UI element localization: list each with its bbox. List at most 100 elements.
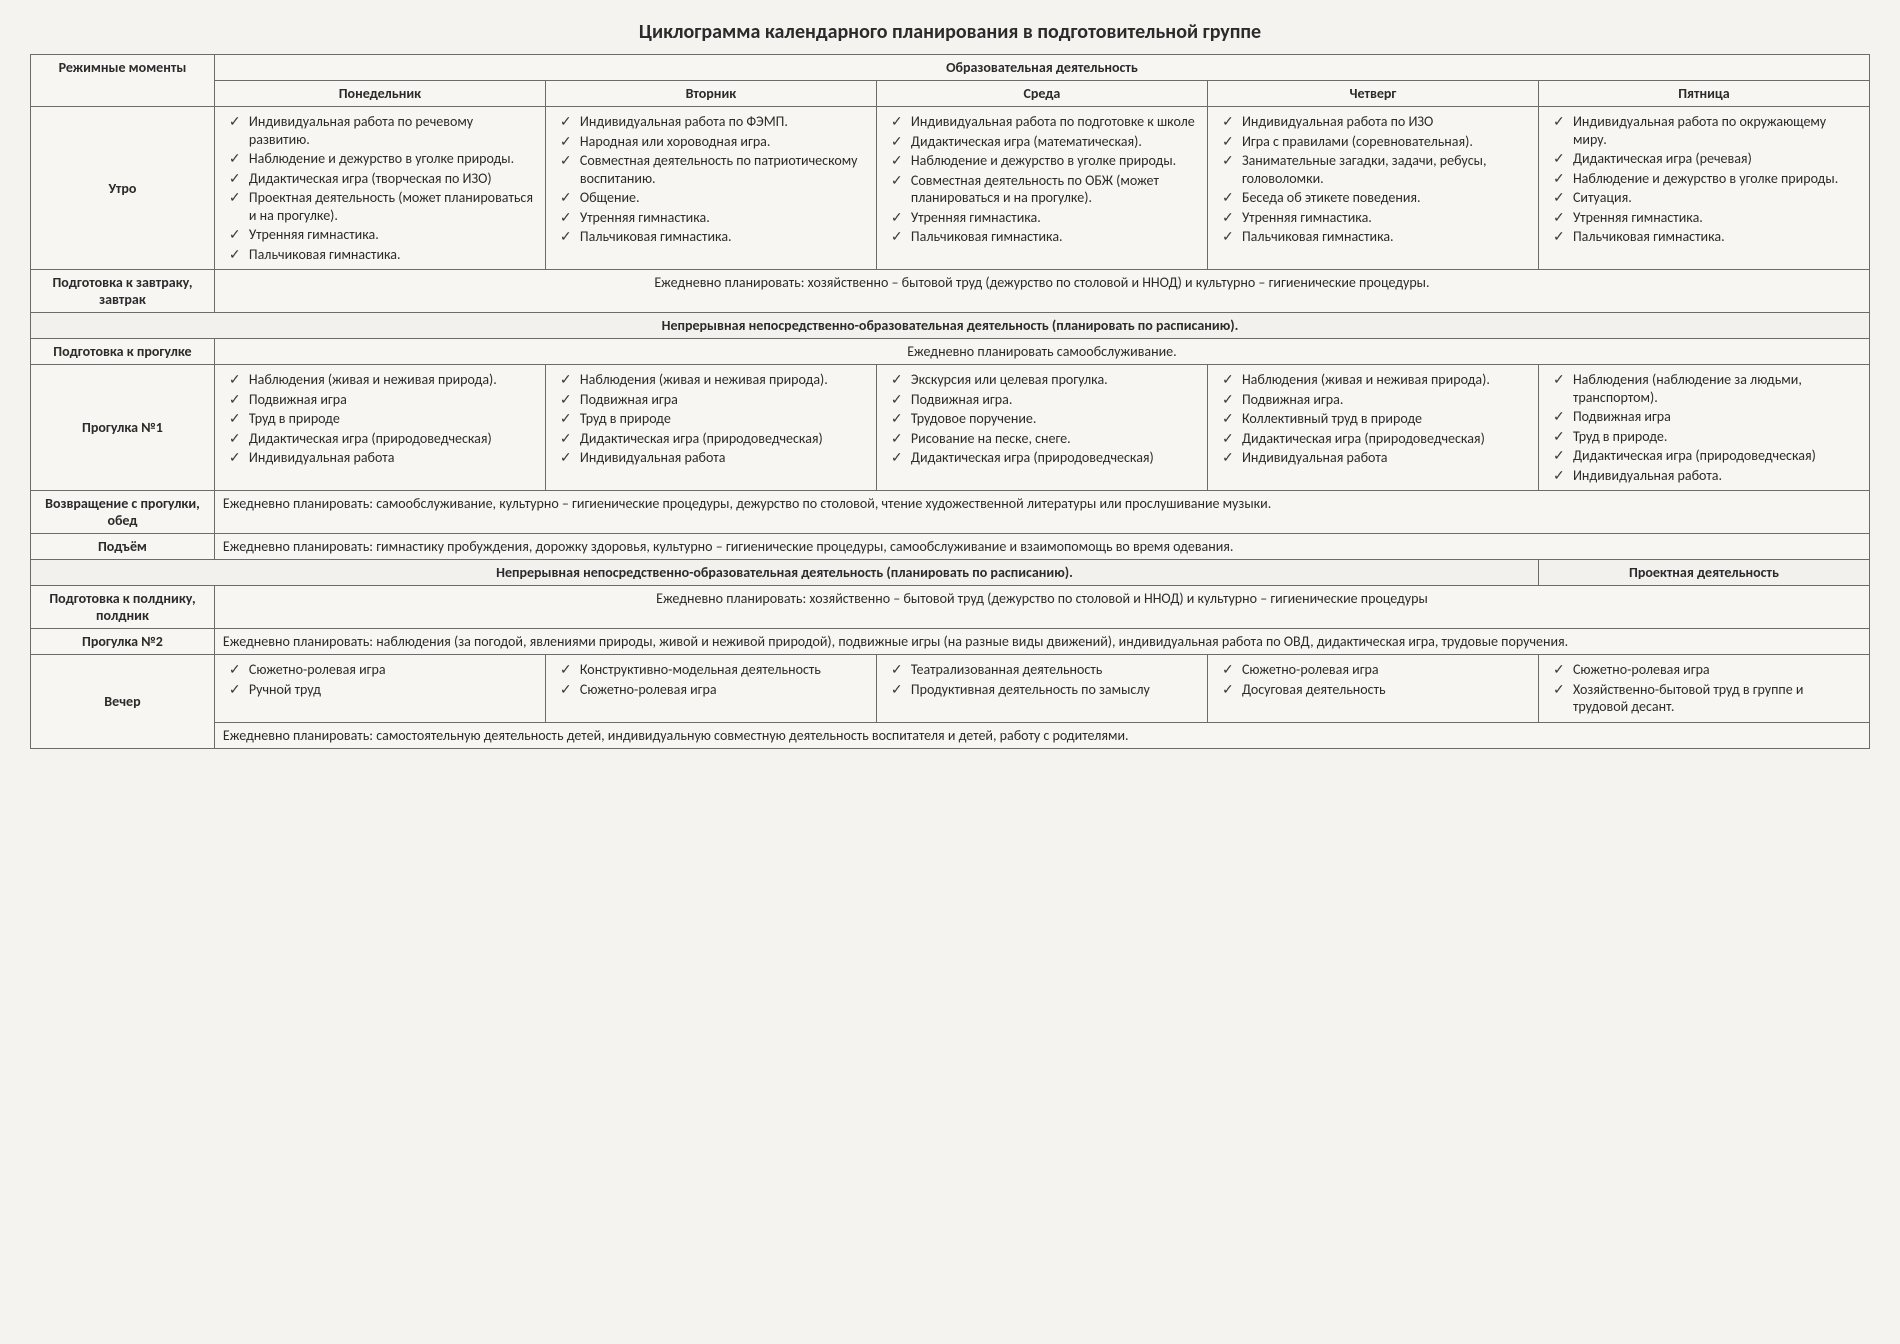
list-item: Коллективный труд в природе	[1222, 410, 1530, 428]
walk1-tue: Наблюдения (живая и неживая природа). Под…	[545, 365, 876, 491]
list-item: Пальчиковая гимнастика.	[891, 228, 1199, 246]
list-item: Ручной труд	[229, 681, 537, 699]
header-col0: Режимные моменты	[31, 55, 215, 107]
list-item: Дидактическая игра (природоведческая)	[229, 430, 537, 448]
list-item: Наблюдения (живая и неживая природа).	[560, 371, 868, 389]
list-item: Труд в природе	[229, 410, 537, 428]
list-item: Подвижная игра	[560, 391, 868, 409]
list-item: Индивидуальная работа по ИЗО	[1222, 113, 1530, 131]
header-day-tue: Вторник	[545, 81, 876, 107]
evening-fri: Сюжетно-ролевая играХозяйственно-бытовой…	[1538, 655, 1869, 723]
list-item: Наблюдение и дежурство в уголке природы.	[891, 152, 1199, 170]
evening-wed: Театрализованная деятельность Продуктивна…	[876, 655, 1207, 723]
header-day-mon: Понедельник	[214, 81, 545, 107]
evening-mon: Сюжетно-ролевая игра Ручной труд	[214, 655, 545, 723]
list-item: Совместная деятельность по патриотическо…	[560, 152, 868, 187]
list-item: Рисование на песке, снеге.	[891, 430, 1199, 448]
list-item: Подвижная игра	[229, 391, 537, 409]
header-day-wed: Среда	[876, 81, 1207, 107]
row-walk1-label: Прогулка №1	[31, 365, 215, 491]
list-item: Труд в природе.	[1553, 428, 1861, 446]
list-item: Утренняя гимнастика.	[1553, 209, 1861, 227]
row-return-label: Возвращение с прогулки, обед	[31, 491, 215, 534]
list-item: Индивидуальная работа	[229, 449, 537, 467]
list-item: Проектная деятельность (может планироват…	[229, 189, 537, 224]
list-item: Трудовое поручение.	[891, 410, 1199, 428]
morning-tue: Индивидуальная работа по ФЭМП. Народная и…	[545, 107, 876, 270]
list-item: Пальчиковая гимнастика.	[229, 246, 537, 264]
evening-tue: Конструктивно-модельная деятельность Сюже…	[545, 655, 876, 723]
list-item: Продуктивная деятельность по замыслу	[891, 681, 1199, 699]
list-item: Наблюдение и дежурство в уголке природы.	[229, 150, 537, 168]
list-item: Дидактическая игра (природоведческая)	[1553, 447, 1861, 465]
morning-mon: Индивидуальная работа по речевому развит…	[214, 107, 545, 270]
header-day-fri: Пятница	[1538, 81, 1869, 107]
schedule-table: Режимные моменты Образовательная деятель…	[30, 54, 1870, 749]
walk1-thu: Наблюдения (живая и неживая природа). Под…	[1207, 365, 1538, 491]
list-item: Сюжетно-ролевая игра	[1222, 661, 1530, 679]
list-item: Наблюдения (живая и неживая природа).	[229, 371, 537, 389]
walk1-wed: Экскурсия или целевая прогулка. Подвижная…	[876, 365, 1207, 491]
list-item: Подвижная игра.	[891, 391, 1199, 409]
morning-fri: Индивидуальная работа по окружающему мир…	[1538, 107, 1869, 270]
list-item: Пальчиковая гимнастика.	[1553, 228, 1861, 246]
row-snack-label: Подготовка к полднику, полдник	[31, 586, 215, 629]
list-item: Подвижная игра	[1553, 408, 1861, 426]
walk1-fri: Наблюдения (наблюдение за людьми, трансп…	[1538, 365, 1869, 491]
row-walkprep-text: Ежедневно планировать самообслуживание.	[214, 339, 1869, 365]
list-item: Наблюдение и дежурство в уголке природы.	[1553, 170, 1861, 188]
list-item: Индивидуальная работа.	[1553, 467, 1861, 485]
morning-thu: Индивидуальная работа по ИЗОИгра с прави…	[1207, 107, 1538, 270]
row-walkprep-label: Подготовка к прогулке	[31, 339, 215, 365]
list-item: Индивидуальная работа	[1222, 449, 1530, 467]
row-morning-label: Утро	[31, 107, 215, 270]
list-item: Сюжетно-ролевая игра	[560, 681, 868, 699]
list-item: Дидактическая игра (творческая по ИЗО)	[229, 170, 537, 188]
list-item: Сюжетно-ролевая игра	[1553, 661, 1861, 679]
list-item: Совместная деятельность по ОБЖ (может пл…	[891, 172, 1199, 207]
list-item: Индивидуальная работа	[560, 449, 868, 467]
list-item: Театрализованная деятельность	[891, 661, 1199, 679]
morning-wed: Индивидуальная работа по подготовке к шк…	[876, 107, 1207, 270]
row-snack-text: Ежедневно планировать: хозяйственно – бы…	[214, 586, 1869, 629]
list-item: Индивидуальная работа по речевому развит…	[229, 113, 537, 148]
list-item: Ситуация.	[1553, 189, 1861, 207]
nnod2-left: Непрерывная непосредственно-образователь…	[31, 560, 1539, 586]
page-title: Циклограмма календарного планирования в …	[30, 20, 1870, 44]
list-item: Дидактическая игра (природоведческая)	[891, 449, 1199, 467]
list-item: Дидактическая игра (математическая).	[891, 133, 1199, 151]
list-item: Дидактическая игра (речевая)	[1553, 150, 1861, 168]
list-item: Подвижная игра.	[1222, 391, 1530, 409]
list-item: Пальчиковая гимнастика.	[560, 228, 868, 246]
list-item: Индивидуальная работа по окружающему мир…	[1553, 113, 1861, 148]
evening-thu: Сюжетно-ролевая играДосуговая деятельнос…	[1207, 655, 1538, 723]
list-item: Наблюдения (живая и неживая природа).	[1222, 371, 1530, 389]
list-item: Утренняя гимнастика.	[229, 226, 537, 244]
row-breakfast-label: Подготовка к завтраку, завтрак	[31, 270, 215, 313]
list-item: Народная или хороводная игра.	[560, 133, 868, 151]
list-item: Наблюдения (наблюдение за людьми, трансп…	[1553, 371, 1861, 406]
nnod1: Непрерывная непосредственно-образователь…	[31, 313, 1870, 339]
row-rise-text: Ежедневно планировать: гимнастику пробуж…	[214, 534, 1869, 560]
row-walk2-label: Прогулка №2	[31, 629, 215, 655]
list-item: Утренняя гимнастика.	[1222, 209, 1530, 227]
header-span: Образовательная деятельность	[214, 55, 1869, 81]
row-rise-label: Подъём	[31, 534, 215, 560]
evening-footer: Ежедневно планировать: самостоятельную д…	[214, 722, 1869, 748]
list-item: Сюжетно-ролевая игра	[229, 661, 537, 679]
list-item: Утренняя гимнастика.	[891, 209, 1199, 227]
list-item: Занимательные загадки, задачи, ребусы, г…	[1222, 152, 1530, 187]
row-breakfast-text: Ежедневно планировать: хозяйственно – бы…	[214, 270, 1869, 313]
list-item: Конструктивно-модельная деятельность	[560, 661, 868, 679]
walk1-mon: Наблюдения (живая и неживая природа). Под…	[214, 365, 545, 491]
list-item: Индивидуальная работа по ФЭМП.	[560, 113, 868, 131]
row-walk2-text: Ежедневно планировать: наблюдения (за по…	[214, 629, 1869, 655]
list-item: Утренняя гимнастика.	[560, 209, 868, 227]
list-item: Общение.	[560, 189, 868, 207]
list-item: Экскурсия или целевая прогулка.	[891, 371, 1199, 389]
list-item: Беседа об этикете поведения.	[1222, 189, 1530, 207]
row-evening-label: Вечер	[31, 655, 215, 749]
list-item: Дидактическая игра (природоведческая)	[560, 430, 868, 448]
row-return-text: Ежедневно планировать: самообслуживание,…	[214, 491, 1869, 534]
list-item: Пальчиковая гимнастика.	[1222, 228, 1530, 246]
